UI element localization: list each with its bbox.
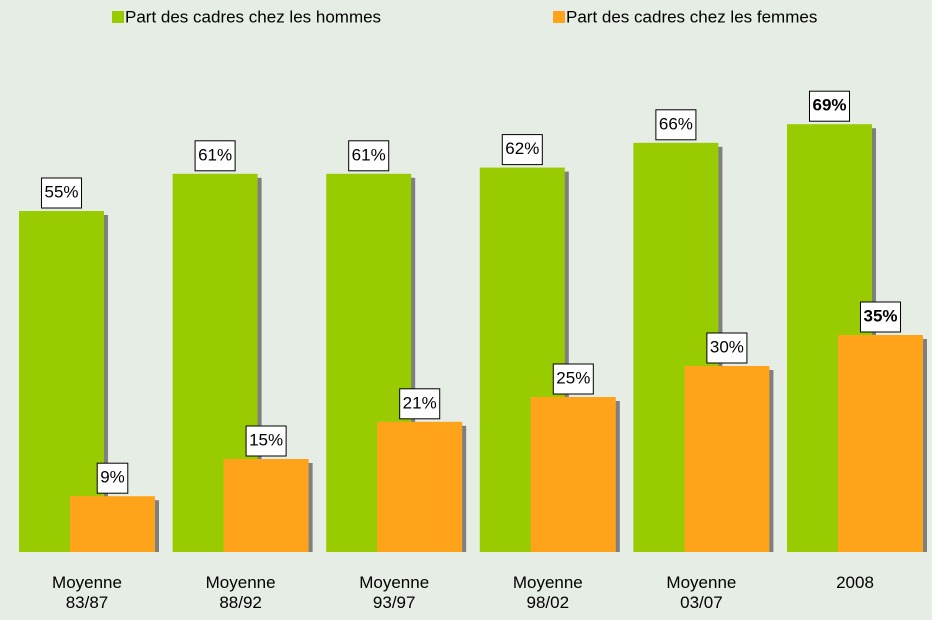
data-label: 55% (44, 182, 78, 201)
data-label-box (245, 425, 287, 457)
legend-swatch (112, 11, 124, 23)
bar (377, 421, 463, 552)
data-label-box (96, 462, 129, 494)
bar (838, 335, 923, 552)
data-label-box (399, 388, 441, 420)
data-label: 61% (198, 145, 232, 164)
x-tick-label: Moyenne 98/02 (512, 573, 583, 612)
x-tick-label: Moyenne 03/07 (666, 573, 737, 612)
legend-label: Part des cadres chez les hommes (125, 7, 381, 26)
legend-label: Part des cadres chez les femmes (566, 7, 817, 26)
data-label: 9% (100, 468, 125, 487)
bar (19, 211, 104, 552)
x-tick-label: Moyenne 88/92 (205, 573, 276, 612)
data-label: 35% (863, 306, 897, 325)
x-tick-label: Moyenne 83/87 (52, 573, 122, 612)
data-label: 25% (556, 368, 590, 387)
data-label-box (808, 90, 851, 122)
data-label-box (655, 109, 697, 141)
data-label: 15% (249, 430, 283, 449)
data-label-box (194, 140, 236, 172)
legend-swatch (553, 11, 565, 23)
data-label: 66% (659, 114, 693, 133)
x-tick-label: Moyenne 93/97 (359, 573, 430, 612)
bar (530, 397, 616, 552)
x-tick-label: 2008 (836, 573, 874, 592)
data-label: 62% (505, 139, 539, 158)
data-label: 30% (710, 337, 744, 356)
bar (684, 366, 770, 552)
data-label-box (348, 140, 390, 172)
data-label-box (706, 332, 748, 364)
data-label-box (552, 363, 594, 395)
bar (223, 459, 309, 552)
data-label: 69% (812, 96, 846, 115)
data-label: 61% (352, 145, 386, 164)
data-label-box (40, 177, 83, 209)
data-label: 21% (403, 393, 437, 412)
bar (70, 496, 155, 552)
data-label-box (859, 301, 902, 333)
data-label-box (501, 134, 543, 166)
